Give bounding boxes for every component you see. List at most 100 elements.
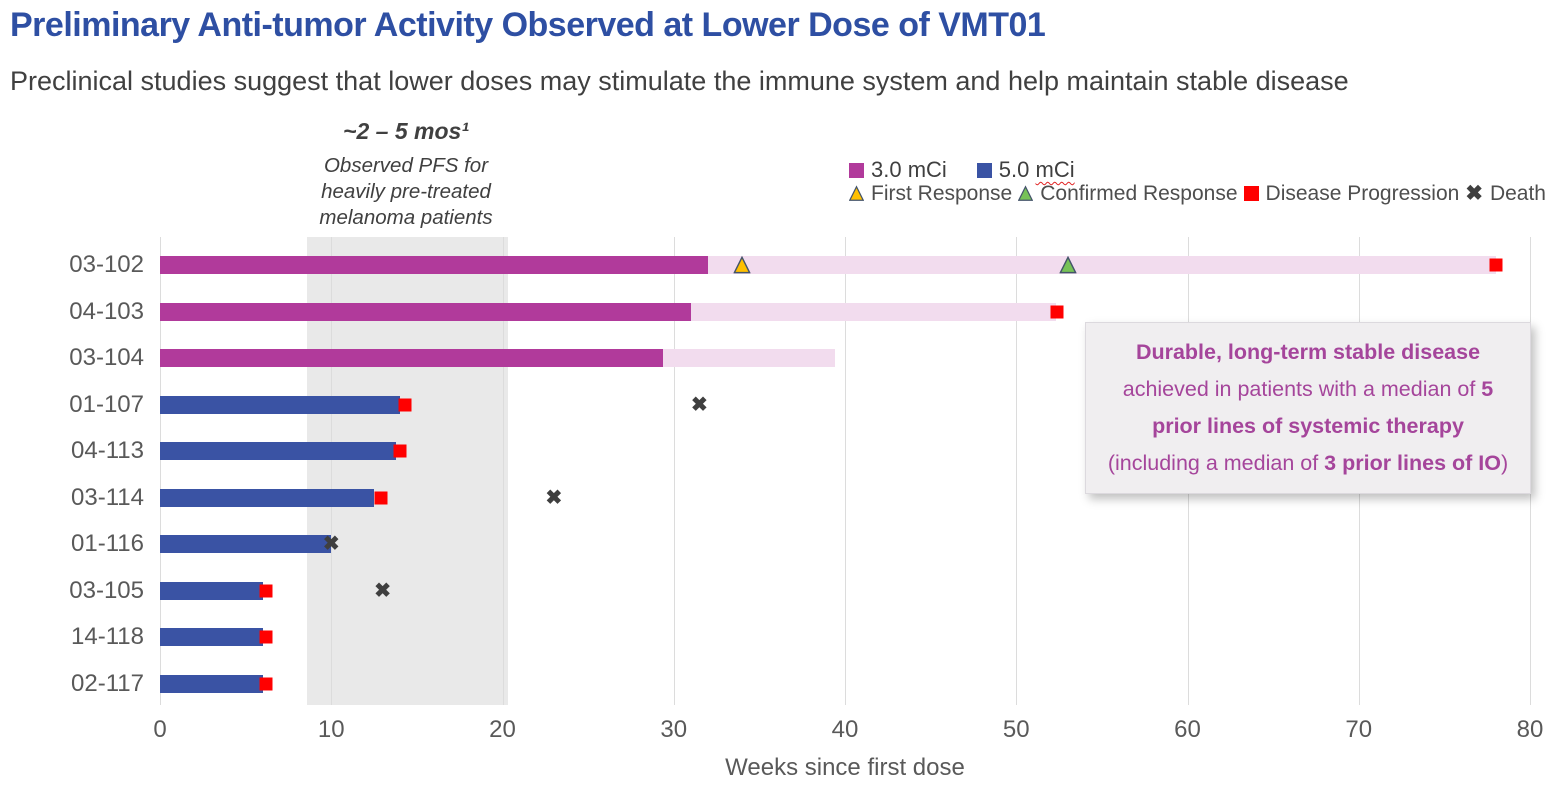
patient-id-label: 14-118	[71, 623, 144, 650]
x-tick-label: 60	[1174, 716, 1201, 743]
followup-bar	[663, 349, 835, 367]
disease-progression-square-icon	[374, 491, 388, 504]
death-x-icon: ✖	[1465, 182, 1483, 205]
treatment-bar	[160, 628, 263, 646]
legend-label: First Response	[871, 181, 1013, 205]
red-square-icon	[1050, 305, 1064, 318]
death-x-icon: ✖	[691, 395, 708, 415]
callout-box: Durable, long-term stable disease achiev…	[1085, 322, 1531, 494]
x-tick-label: 10	[317, 716, 345, 743]
patient-id-label: 03-104	[69, 344, 144, 371]
red-square-icon	[1489, 258, 1503, 272]
swimlane-row: 03-105 ✖	[69, 577, 1530, 604]
gridline	[160, 237, 161, 705]
page-title: Preliminary Anti-tumor Activity Observed…	[10, 6, 1046, 44]
legend-item-confirmed-response: Confirmed Response	[1018, 181, 1238, 206]
callout-line: (including a median of 3 prior lines of …	[1107, 451, 1509, 475]
patient-id-label: 04-103	[69, 297, 144, 325]
swimlane-row: 02-117	[71, 670, 1530, 697]
legend-item-3mci: 3.0 mCi	[849, 157, 947, 183]
gridline	[673, 237, 675, 705]
treatment-bar	[160, 674, 263, 693]
gridline	[331, 237, 333, 705]
treatment-bar	[160, 581, 263, 600]
red-square-icon	[393, 444, 407, 458]
legend-dose: 3.0 mCi 5.0 mCi	[849, 157, 1075, 183]
treatment-bar	[160, 488, 375, 507]
disease-progression-square-icon	[259, 630, 273, 644]
legend-item-first-response: First Response	[849, 182, 1012, 206]
swimlane-row: 04-103	[69, 298, 1530, 325]
patient-id-label: 03-105	[69, 576, 144, 604]
patient-id-label: 03-102	[69, 251, 144, 278]
x-tick-label: 70	[1345, 716, 1373, 743]
pfs-annotation-line: Observed PFS for	[323, 154, 489, 177]
patient-id-label: 03-114	[71, 483, 144, 511]
disease-progression-square-icon	[1050, 305, 1064, 318]
followup-bar	[708, 256, 1496, 274]
x-tick-label: 40	[831, 716, 859, 743]
treatment-bar	[160, 535, 332, 553]
patient-id-label: 02-117	[71, 669, 144, 697]
callout-line: achieved in patients with a median of 5	[1122, 377, 1494, 401]
swimlane-row: 14-118	[71, 623, 1530, 650]
patient-id-label: 01-116	[71, 530, 144, 557]
x-tick-label: 20	[489, 716, 516, 743]
treatment-bar	[160, 442, 397, 460]
treatment-bar	[160, 349, 664, 367]
swimlane-row: 01-107 ✖	[69, 391, 1530, 418]
x-axis-title: Weeks since first dose	[725, 754, 965, 781]
x-tick-label: 30	[660, 716, 688, 743]
red-square-icon	[374, 491, 388, 504]
disease-progression-square-icon	[259, 677, 273, 690]
callout-line: Durable, long-term stable disease	[1135, 340, 1481, 364]
legend-item-5mci: 5.0 mCi	[976, 157, 1075, 183]
blue-swatch-icon	[976, 162, 992, 178]
legend-item-disease-progression: Disease Progression	[1243, 181, 1460, 206]
pfs-annotation: ~2 – 5 mos¹ Observed PFS for heavily pre…	[290, 118, 522, 231]
green-triangle-icon	[1018, 185, 1034, 201]
treatment-bar	[160, 395, 400, 414]
disease-progression-square-icon	[393, 444, 407, 458]
swimlane-row: 03-104	[69, 344, 1530, 371]
patient-id-label: 01-107	[69, 390, 144, 418]
followup-bar	[690, 302, 1056, 321]
legend-label: Disease Progression	[1265, 181, 1460, 205]
gridline	[502, 237, 504, 705]
legend-label: 5.0 mCi	[998, 157, 1075, 182]
x-axis-ticks: 0 10 20 30 40 50 60 70 80	[153, 716, 1543, 746]
death-x-icon: ✖	[323, 534, 340, 554]
red-square-icon	[259, 677, 273, 690]
pfs-annotation-line: heavily pre-treated	[321, 180, 491, 203]
patient-id-label: 04-113	[71, 437, 144, 464]
legend-label: Confirmed Response	[1040, 181, 1238, 205]
disease-progression-square-icon	[259, 584, 273, 597]
red-square-icon	[398, 398, 412, 411]
disease-progression-square-icon	[1489, 258, 1503, 272]
swimlane-row: 04-113	[71, 437, 1530, 464]
magenta-swatch-icon	[849, 162, 864, 178]
swimlane-row: 03-102	[69, 251, 1530, 278]
death-x-glyph: ✖	[545, 486, 563, 509]
gridline	[1016, 237, 1018, 705]
pfs-annotation-heading: ~2 – 5 mos¹	[343, 118, 469, 144]
treatment-bar	[160, 302, 691, 321]
x-tick-label: 0	[153, 716, 167, 743]
death-x-icon: ✖	[374, 581, 391, 601]
death-x-glyph: ✖	[691, 393, 708, 416]
death-x-glyph: ✖	[322, 533, 340, 555]
legend-events: First Response Confirmed Response Diseas…	[849, 181, 1546, 206]
disease-progression-square-icon	[398, 398, 412, 411]
legend-label: 3.0 mCi	[871, 157, 947, 182]
swimlane-row: 03-114 ✖	[71, 484, 1530, 511]
first-response-triangle-icon	[733, 255, 752, 275]
legend-item-death: ✖ Death	[1465, 181, 1546, 206]
red-square-icon	[259, 584, 273, 597]
gridline	[845, 237, 846, 705]
yellow-triangle-icon	[849, 185, 864, 201]
legend-label: Death	[1489, 181, 1546, 205]
red-square-icon	[259, 630, 273, 644]
x-tick-label: 80	[1516, 716, 1544, 743]
confirmed-response-triangle-icon	[1058, 255, 1077, 275]
